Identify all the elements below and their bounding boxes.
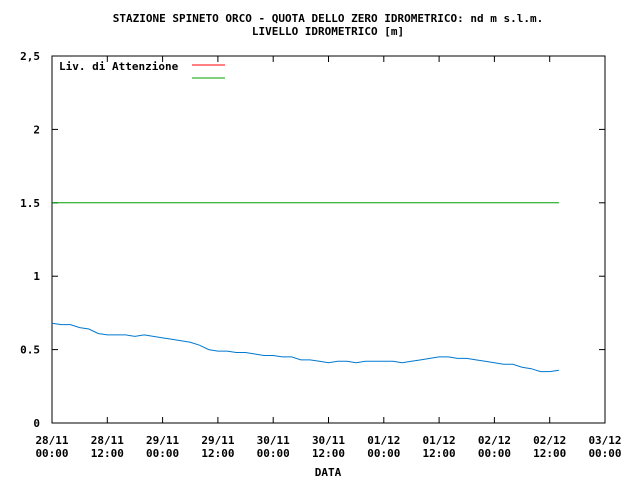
x-tick-label-time: 00:00: [257, 447, 290, 460]
x-tick-label-time: 00:00: [478, 447, 511, 460]
x-tick-label-date: 29/11: [146, 434, 179, 447]
x-tick-label-time: 12:00: [201, 447, 234, 460]
x-tick-label-date: 02/12: [533, 434, 566, 447]
plot-area: [51, 55, 606, 424]
x-tick-label-time: 12:00: [312, 447, 345, 460]
x-tick-label-date: 28/11: [91, 434, 124, 447]
x-tick-label-time: 12:00: [533, 447, 566, 460]
y-tick-label: 0: [33, 417, 40, 430]
x-tick-label-time: 12:00: [423, 447, 456, 460]
y-tick-label: 2,5: [20, 50, 40, 63]
x-tick-label-time: 00:00: [35, 447, 68, 460]
x-tick-label-time: 12:00: [91, 447, 124, 460]
y-tick-label: 0.5: [20, 344, 40, 357]
legend: Liv. di Attenzione: [59, 60, 225, 79]
x-tick-label-time: 00:00: [588, 447, 621, 460]
series-line-livello: [51, 322, 559, 373]
x-tick-label-date: 30/11: [312, 434, 345, 447]
x-tick-label-time: 00:00: [367, 447, 400, 460]
chart-title: STAZIONE SPINETO ORCO - QUOTA DELLO ZERO…: [113, 12, 543, 25]
x-tick-label-date: 01/12: [423, 434, 456, 447]
x-tick-label-date: 01/12: [367, 434, 400, 447]
x-tick-label-date: 02/12: [478, 434, 511, 447]
y-tick-label: 2: [33, 123, 40, 136]
x-tick-label-date: 03/12: [588, 434, 621, 447]
legend-label-attenzione: Liv. di Attenzione: [59, 60, 179, 73]
x-tick-label-date: 30/11: [257, 434, 290, 447]
y-tick-label: 1.5: [20, 197, 40, 210]
y-tick-label: 1: [33, 270, 40, 283]
x-tick-label-date: 29/11: [201, 434, 234, 447]
x-axis: 28/1100:0028/1112:0029/1100:0029/1112:00…: [35, 56, 622, 460]
chart-subtitle: LIVELLO IDROMETRICO [m]: [252, 25, 404, 38]
x-tick-label-date: 28/11: [35, 434, 68, 447]
x-axis-title: DATA: [315, 466, 342, 479]
plot-marks: [51, 202, 559, 373]
y-axis: 0 0.5 1 1.5 2 2,5: [20, 50, 605, 430]
x-tick-label-time: 00:00: [146, 447, 179, 460]
